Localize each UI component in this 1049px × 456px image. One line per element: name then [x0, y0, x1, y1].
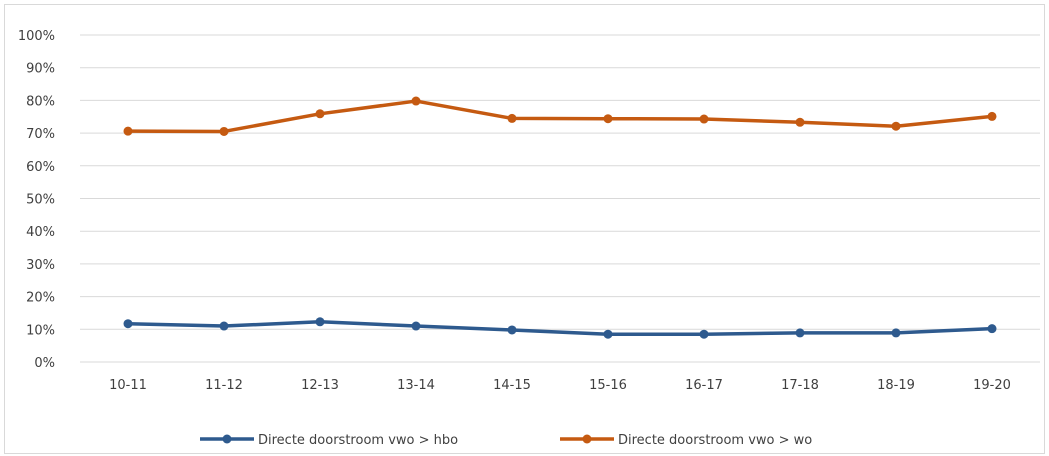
- gridlines: [80, 34, 1040, 363]
- data-point: [123, 126, 133, 136]
- y-tick-label: 30%: [26, 258, 55, 273]
- x-tick-label: 17-18: [781, 378, 819, 393]
- data-point: [411, 321, 421, 331]
- data-point: [891, 328, 901, 338]
- x-tick-label: 12-13: [301, 378, 339, 393]
- data-point: [603, 329, 613, 339]
- x-axis-tick-labels: 10-11 11-12 12-13 13-14 14-15 15-16 16-17 17-18…: [109, 378, 1011, 393]
- y-tick-label: 40%: [26, 225, 55, 240]
- series-line-1: [127, 320, 993, 336]
- y-tick-label: 80%: [26, 94, 55, 109]
- data-point: [795, 328, 805, 338]
- y-tick-label: 50%: [26, 193, 55, 208]
- y-tick-label: 90%: [26, 62, 55, 77]
- y-tick-label: 60%: [26, 160, 55, 175]
- x-tick-label: 15-16: [589, 378, 627, 393]
- data-point: [123, 319, 133, 329]
- chart-frame: [4, 4, 1045, 454]
- x-tick-label: 10-11: [109, 378, 147, 393]
- data-point: [315, 317, 325, 327]
- y-tick-label: 0%: [34, 356, 55, 371]
- x-tick-label: 14-15: [493, 378, 531, 393]
- legend-entry-2: Directe doorstroom vwo > wo: [618, 433, 812, 448]
- data-point: [603, 114, 613, 124]
- data-point: [315, 109, 325, 119]
- x-tick-label: 13-14: [397, 378, 435, 393]
- legend-marker-1: [222, 434, 232, 444]
- data-point: [219, 321, 229, 331]
- y-tick-label: 100%: [18, 29, 55, 44]
- data-point: [891, 121, 901, 131]
- x-tick-label: 18-19: [877, 378, 915, 393]
- legend-entry-1: Directe doorstroom vwo > hbo: [258, 433, 458, 448]
- data-point: [795, 117, 805, 127]
- data-point: [699, 114, 709, 124]
- legend: Directe doorstroom vwo > hbo Directe door…: [200, 433, 812, 448]
- data-point: [507, 325, 517, 335]
- legend-marker-2: [582, 434, 592, 444]
- x-tick-label: 16-17: [685, 378, 723, 393]
- x-tick-label: 19-20: [973, 378, 1011, 393]
- data-point: [987, 111, 997, 121]
- series-lines: [123, 96, 997, 339]
- series-line-2: [127, 99, 993, 134]
- y-tick-label: 20%: [26, 291, 55, 306]
- data-point: [219, 126, 229, 136]
- y-axis-tick-labels: 0% 10% 20% 30% 40% 50% 60% 70% 80% 90% 100%: [18, 29, 55, 371]
- data-point: [699, 329, 709, 339]
- y-tick-label: 70%: [26, 127, 55, 142]
- data-point: [411, 96, 421, 106]
- data-point: [507, 113, 517, 123]
- y-tick-label: 10%: [26, 323, 55, 338]
- data-point: [987, 324, 997, 334]
- x-tick-label: 11-12: [205, 378, 243, 393]
